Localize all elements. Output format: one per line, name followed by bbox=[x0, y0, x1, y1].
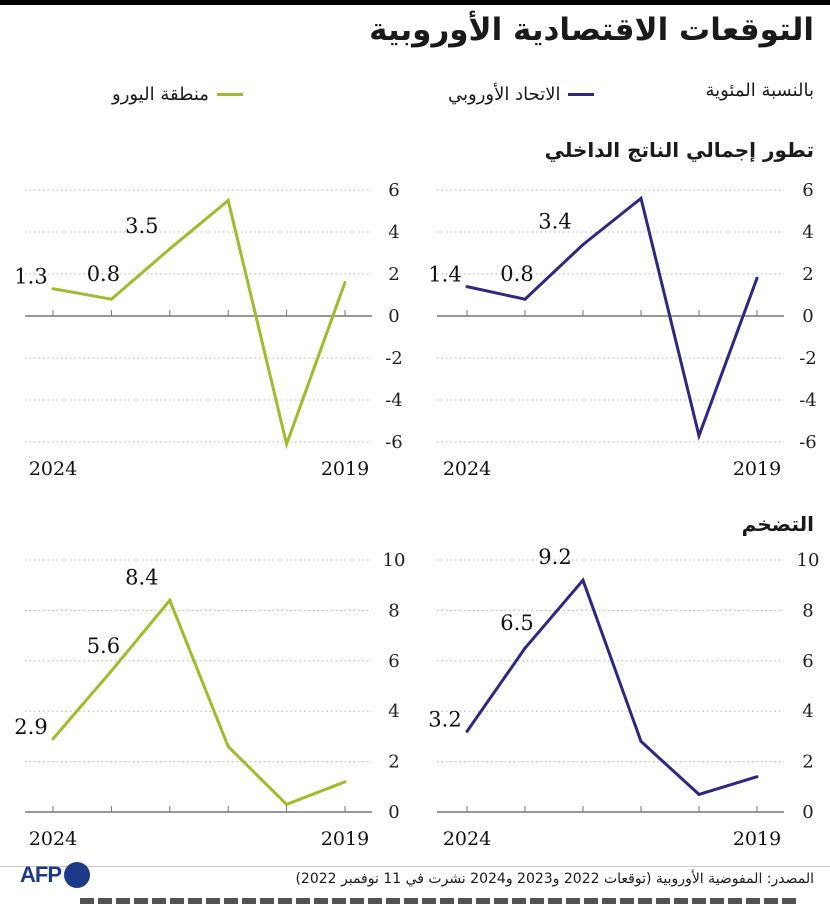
gdp-eu-data-label: 0.8 bbox=[500, 262, 533, 286]
afp-logo-dot bbox=[64, 862, 90, 888]
gdp-ez-y-tick: 6 bbox=[388, 180, 399, 201]
infl-eu-y-tick: 10 bbox=[797, 550, 820, 571]
infl-ez-point bbox=[226, 744, 230, 748]
infl-ez-y-tick: 2 bbox=[388, 752, 399, 773]
infl-ez-y-tick: 10 bbox=[383, 550, 406, 571]
gdp-ez-data-label: 0.8 bbox=[87, 262, 120, 286]
gdp-ez-point bbox=[109, 297, 113, 301]
infl-ez-y-tick: 6 bbox=[388, 651, 399, 672]
section-title-gdp: تطور إجمالي الناتج الداخلي bbox=[544, 138, 814, 162]
afp-logo-text: AFP bbox=[20, 862, 62, 887]
gdp-ez-point bbox=[51, 287, 55, 291]
source-note: المصدر: المفوضية الأوروبية (توقعات 2022 … bbox=[295, 871, 814, 887]
infl-eu-x-tick-label: 2024 bbox=[443, 828, 491, 850]
infl-eu-data-label: 9.2 bbox=[538, 545, 571, 569]
gdp-ez-y-tick: 0 bbox=[388, 306, 399, 327]
top-bar bbox=[0, 0, 830, 5]
legend-item-eu: الاتحاد الأوروبي bbox=[448, 82, 595, 106]
gdp-eu-point bbox=[581, 243, 585, 247]
gdp-eu-point bbox=[639, 196, 643, 200]
gdp-eu-point bbox=[697, 434, 701, 438]
legend-item-ez: منطقة اليورو bbox=[112, 82, 243, 106]
legend-label-eu: الاتحاد الأوروبي bbox=[448, 83, 561, 105]
gdp-eu-y-tick: 0 bbox=[802, 306, 813, 327]
legend-swatch-ez bbox=[216, 92, 243, 96]
infl-ez-y-tick: 4 bbox=[388, 701, 399, 722]
gdp-eu-series-line bbox=[466, 195, 759, 441]
infl-eu-point bbox=[523, 646, 527, 650]
section-title-inflation: التضخم bbox=[741, 512, 814, 536]
infl-eu-y-tick: 2 bbox=[802, 752, 813, 773]
infl-eu-point bbox=[581, 578, 585, 582]
infl-eu-y-tick: 6 bbox=[802, 651, 813, 672]
gdp-ez-x-tick-label: 2024 bbox=[29, 458, 77, 480]
infl-ez-point bbox=[285, 802, 289, 806]
gdp-eu-point bbox=[523, 297, 527, 301]
infl-ez-point bbox=[51, 737, 55, 741]
unit-label: بالنسبة المئوية bbox=[705, 80, 814, 101]
infl-ez-y-tick: 8 bbox=[388, 600, 399, 621]
gdp-eu-data-label: 1.4 bbox=[428, 263, 461, 287]
gdp-eu-y-tick: -4 bbox=[799, 390, 817, 411]
gdp-eu-y-tick: 6 bbox=[802, 180, 813, 201]
footer-divider bbox=[0, 866, 830, 867]
infl-ez-point bbox=[168, 598, 172, 602]
gdp-eu-data-label: 3.4 bbox=[538, 210, 571, 234]
chart-title: التوقعات الاقتصادية الأوروبية bbox=[369, 12, 814, 48]
gdp-eu-x-tick-label: 2024 bbox=[443, 458, 491, 480]
infl-ez-point bbox=[109, 669, 113, 673]
infl-eu-point bbox=[465, 729, 469, 733]
gdp-ez-y-tick: 2 bbox=[388, 264, 399, 285]
infl-ez-data-label: 5.6 bbox=[87, 634, 120, 658]
infl-eu-y-tick: 8 bbox=[802, 600, 813, 621]
gdp-ez-point bbox=[343, 280, 347, 284]
bottom-strip bbox=[80, 898, 800, 904]
gdp-ez-y-tick: -6 bbox=[385, 432, 403, 453]
gdp-ez-point bbox=[168, 247, 172, 251]
gdp-ez-point bbox=[285, 442, 289, 446]
gdp-ez-data-label: 3.5 bbox=[125, 214, 158, 238]
legend-label-ez: منطقة اليورو bbox=[112, 83, 209, 105]
infl-ez-point bbox=[343, 780, 347, 784]
gdp-eu-point bbox=[755, 276, 759, 280]
infl-eu-point bbox=[697, 792, 701, 796]
infl-eu-series-line bbox=[465, 577, 758, 797]
gdp-eu-point bbox=[465, 285, 469, 289]
gdp-eu-y-tick: 4 bbox=[802, 222, 813, 243]
gdp-eu-y-tick: -2 bbox=[799, 348, 817, 369]
infl-ez-y-tick: 0 bbox=[388, 802, 399, 823]
infl-eu-x-tick-label: 2019 bbox=[733, 828, 781, 850]
gdp-eu-y-tick: 2 bbox=[802, 264, 813, 285]
gdp-ez-y-tick: -4 bbox=[385, 390, 403, 411]
gdp-ez-y-tick: -2 bbox=[385, 348, 403, 369]
afp-logo: AFP bbox=[20, 862, 90, 888]
gdp-ez-data-label: 1.3 bbox=[14, 265, 47, 289]
infl-eu-point bbox=[755, 775, 759, 779]
infl-eu-point bbox=[639, 739, 643, 743]
infl-ez-data-label: 8.4 bbox=[125, 565, 158, 589]
gdp-ez-series-line bbox=[52, 197, 347, 450]
gdp-ez-x-tick-label: 2019 bbox=[321, 458, 369, 480]
infl-eu-y-tick: 0 bbox=[802, 802, 813, 823]
infl-eu-data-label: 6.5 bbox=[500, 611, 533, 635]
infl-eu-data-label: 3.2 bbox=[428, 707, 461, 731]
gdp-eu-y-tick: -6 bbox=[799, 432, 817, 453]
gdp-ez-y-tick: 4 bbox=[388, 222, 399, 243]
infl-ez-x-tick-label: 2019 bbox=[321, 828, 369, 850]
infl-eu-y-tick: 4 bbox=[802, 701, 813, 722]
gdp-eu-x-tick-label: 2019 bbox=[733, 458, 781, 480]
infl-ez-data-label: 2.9 bbox=[14, 715, 47, 739]
gdp-ez-point bbox=[226, 199, 230, 202]
infl-ez-x-tick-label: 2024 bbox=[29, 828, 77, 850]
legend-swatch-eu bbox=[568, 92, 595, 96]
infl-ez-series-line bbox=[51, 597, 346, 807]
